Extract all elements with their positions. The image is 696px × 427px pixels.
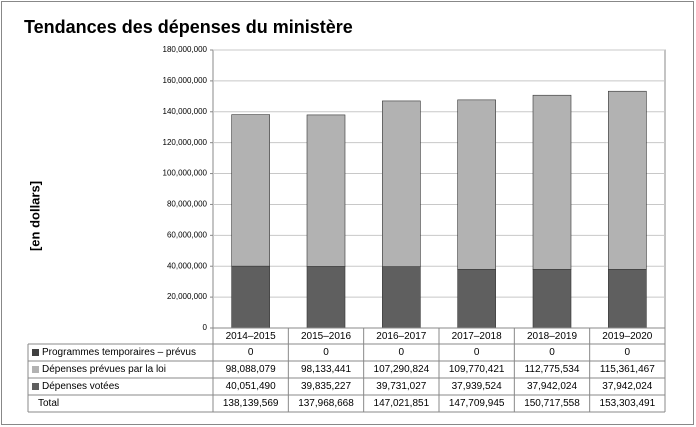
total-value: 147,021,851: [374, 398, 430, 409]
total-value: 137,968,668: [298, 398, 354, 409]
table-value: 37,939,524: [452, 381, 502, 392]
legend-label: Programmes temporaires – prévus: [42, 347, 196, 358]
bar-segment: [532, 269, 572, 329]
y-tick-label: 60,000,000: [167, 230, 208, 239]
table-value: 0: [248, 347, 254, 358]
table-value: 37,942,024: [602, 381, 652, 392]
table-value: 98,088,079: [226, 364, 276, 375]
bar-segment: [231, 114, 270, 267]
legend-label: Dépenses prévues par la loi: [42, 364, 166, 375]
legend-label: Dépenses votées: [42, 381, 119, 392]
table-value: 107,290,824: [374, 364, 430, 375]
x-tick-label: 2017–2018: [452, 331, 502, 342]
x-tick-label: 2016–2017: [376, 331, 426, 342]
bar-segment: [608, 269, 647, 329]
y-tick-label: 140,000,000: [163, 107, 208, 116]
table-value: 39,731,027: [376, 381, 426, 392]
table-value: 0: [549, 347, 555, 358]
total-label: Total: [38, 398, 59, 409]
legend-swatch: [32, 366, 39, 373]
table-value: 37,942,024: [527, 381, 577, 392]
table-value: 0: [399, 347, 405, 358]
total-value: 147,709,945: [449, 398, 505, 409]
table-value: 115,361,467: [600, 364, 655, 375]
y-tick-label: 80,000,000: [167, 200, 208, 209]
table-value: 109,770,421: [449, 364, 505, 375]
total-value: 138,139,569: [223, 398, 279, 409]
table-value: 0: [474, 347, 480, 358]
bar-segment: [231, 265, 270, 329]
bar-segment: [306, 114, 346, 267]
y-tick-label: 40,000,000: [167, 261, 208, 270]
y-tick-label: 20,000,000: [167, 292, 208, 301]
plot-area: [212, 49, 666, 329]
table-value: 98,133,441: [301, 364, 351, 375]
bar-segment: [608, 90, 647, 270]
table-value: 40,051,490: [226, 381, 276, 392]
bar-segment: [382, 100, 421, 267]
bar-segment: [457, 269, 496, 329]
y-tick-label: 100,000,000: [163, 169, 208, 178]
x-tick-label: 2019–2020: [602, 331, 652, 342]
total-value: 150,717,558: [524, 398, 580, 409]
x-tick-label: 2014–2015: [226, 331, 276, 342]
bar-segment: [532, 94, 572, 270]
y-axis-label: [en dollars]: [27, 181, 42, 251]
y-tick-label: 160,000,000: [163, 76, 208, 85]
bar-segment: [306, 266, 346, 329]
chart-title: Tendances des dépenses du ministère: [24, 17, 353, 37]
bar-segment: [457, 99, 496, 270]
y-tick-label: 120,000,000: [163, 138, 208, 147]
table-value: 0: [323, 347, 329, 358]
legend-swatch: [32, 349, 39, 356]
table-value: 39,835,227: [301, 381, 351, 392]
table-value: 112,775,534: [525, 364, 580, 375]
total-value: 153,303,491: [600, 398, 656, 409]
x-tick-label: 2018–2019: [527, 331, 577, 342]
bar-segment: [382, 266, 421, 329]
legend-swatch: [32, 383, 39, 390]
table-value: 0: [625, 347, 631, 358]
x-tick-label: 2015–2016: [301, 331, 351, 342]
y-tick-label: 0: [203, 323, 208, 332]
y-tick-label: 180,000,000: [163, 45, 208, 54]
